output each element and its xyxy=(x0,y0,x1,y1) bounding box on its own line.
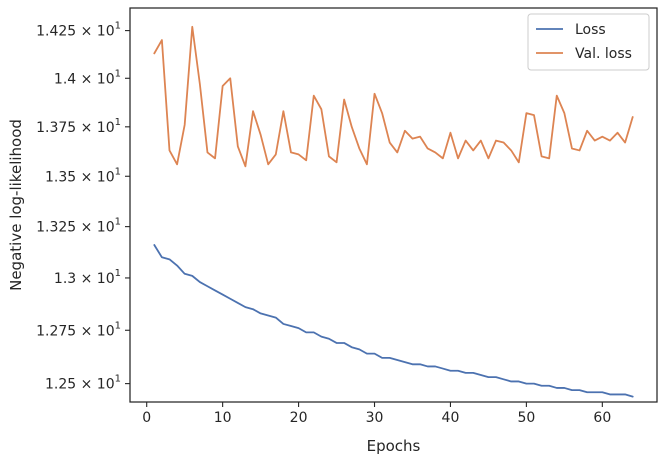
legend: Loss Val. loss xyxy=(527,13,650,71)
y-tick-label: 1.35 × 101 xyxy=(45,166,121,185)
x-tick-label: 60 xyxy=(593,410,611,426)
x-tick-label: 50 xyxy=(517,410,535,426)
x-tick-label: 40 xyxy=(442,410,460,426)
y-axis-label: Negative log-likelihood xyxy=(7,119,25,291)
legend-label-val-loss: Val. loss xyxy=(575,46,632,62)
y-tick-label: 1.375 × 101 xyxy=(36,117,121,136)
x-axis: 0 10 20 30 40 50 60 xyxy=(142,402,611,426)
y-tick-label: 1.25 × 101 xyxy=(45,374,121,393)
y-tick-label: 1.4 × 101 xyxy=(54,68,121,87)
plot-frame xyxy=(129,7,658,403)
y-tick-label: 1.3 × 101 xyxy=(54,268,121,287)
y-axis: 1.25 × 101 1.275 × 101 1.3 × 101 1.325 × 10… xyxy=(36,21,130,393)
x-tick-label: 20 xyxy=(290,410,308,426)
series-line-loss xyxy=(153,244,634,398)
series-line-val-loss xyxy=(153,25,634,168)
x-tick-label: 10 xyxy=(214,410,232,426)
x-tick-label: 0 xyxy=(142,410,151,426)
x-tick-label: 30 xyxy=(366,410,384,426)
series-layer xyxy=(153,25,634,398)
y-tick-label: 1.425 × 101 xyxy=(36,21,121,40)
legend-label-loss: Loss xyxy=(575,22,606,38)
y-tick-label: 1.275 × 101 xyxy=(36,320,121,339)
legend-box xyxy=(527,13,650,71)
y-tick-label: 1.325 × 101 xyxy=(36,217,121,236)
x-axis-label: Epochs xyxy=(367,437,421,455)
